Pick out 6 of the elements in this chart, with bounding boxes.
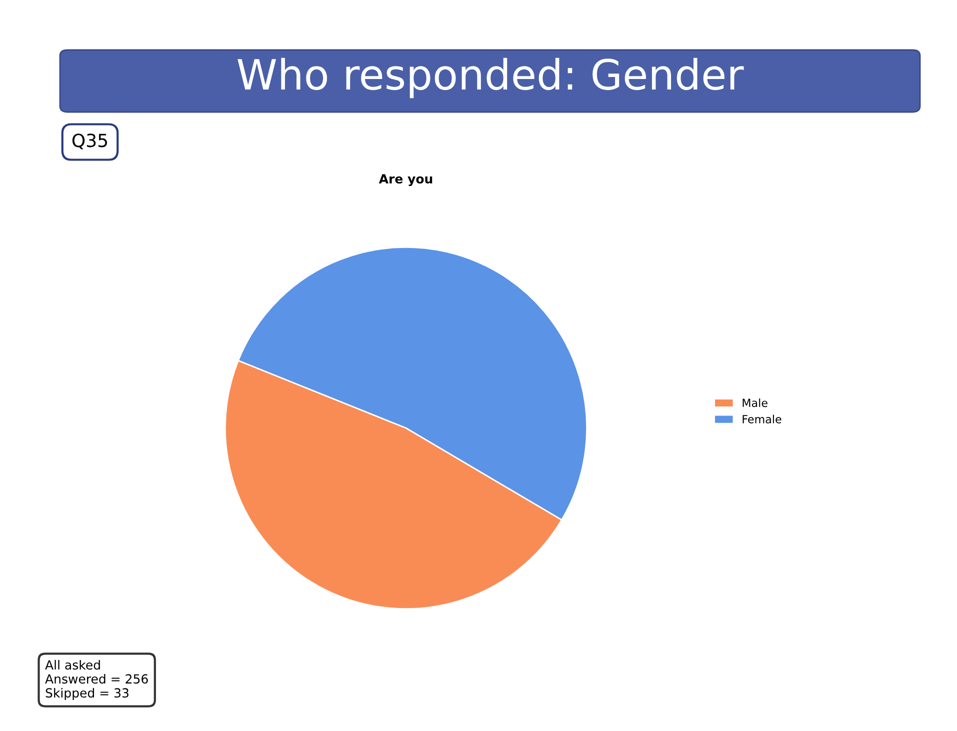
text: Q35 [72, 134, 108, 150]
legend-label: Male [742, 398, 768, 408]
legend-label: Female [742, 414, 782, 424]
chart-title: Who responded: Gender [238, 58, 744, 98]
chart-subtitle: Are you [378, 174, 432, 186]
text: All asked Answered = 256 Skipped = 33 [45, 660, 148, 700]
